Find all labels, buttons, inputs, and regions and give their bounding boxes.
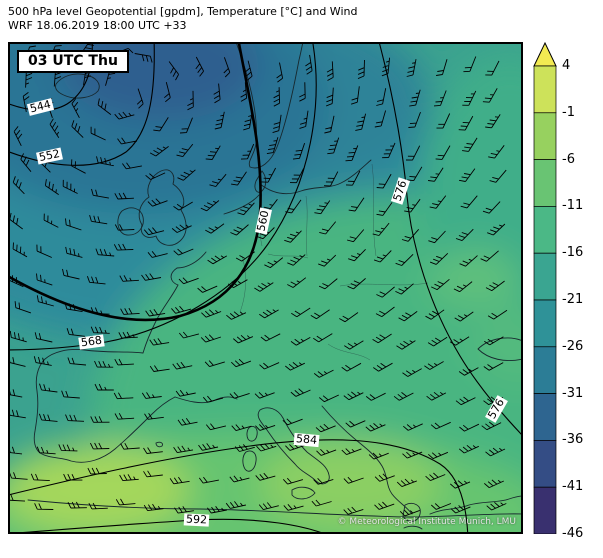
colorbar-tick-label: -36 [562, 432, 584, 448]
colorbar [533, 41, 557, 535]
contour-576 [379, 44, 521, 435]
weather-map: 03 UTC Thu © Meteorological Institute Mu… [8, 42, 523, 534]
map-canvas [10, 44, 521, 532]
colorbar-tick-label: -16 [562, 245, 584, 261]
colorbar-tick-label: -11 [562, 198, 584, 214]
colorbar-tick-label: -1 [562, 104, 575, 120]
contour-568 [10, 44, 317, 351]
copyright-label: © Meteorological Institute Munich, LMU [337, 517, 516, 527]
colorbar-tick-label: -21 [562, 292, 584, 307]
colorbar-tick-label: -46 [562, 526, 584, 541]
colorbar-tick-label: 4 [562, 58, 571, 73]
colorbar-tick-label: -6 [562, 151, 575, 167]
colorbar-tick-label: -26 [562, 338, 584, 354]
map-header: 500 hPa level Geopotential [gpdm], Tempe… [8, 5, 357, 33]
colorbar-scale [533, 41, 557, 535]
chart-title: 500 hPa level Geopotential [gpdm], Tempe… [8, 5, 358, 18]
country-borders [239, 163, 429, 361]
valid-time-badge: 03 UTC Thu [17, 50, 129, 73]
contour-label: 584 [293, 432, 320, 448]
contour-label: 592 [183, 512, 210, 527]
chart-subtitle: WRF 18.06.2019 18:00 UTC +33 [8, 19, 187, 32]
colorbar-tick-label: -31 [562, 385, 584, 401]
colorbar-tick-label: -41 [562, 479, 584, 495]
